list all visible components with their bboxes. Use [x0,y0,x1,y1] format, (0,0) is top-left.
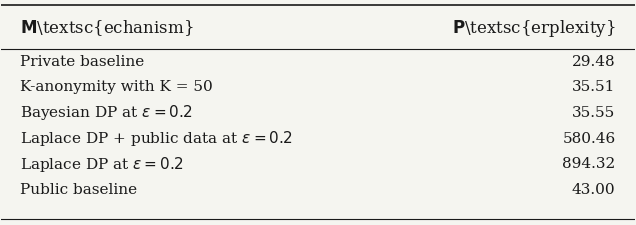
Text: 43.00: 43.00 [572,182,616,196]
Text: Laplace DP at $\epsilon = 0.2$: Laplace DP at $\epsilon = 0.2$ [20,154,184,173]
Text: Bayesian DP at $\epsilon = 0.2$: Bayesian DP at $\epsilon = 0.2$ [20,103,193,122]
Text: Private baseline: Private baseline [20,54,144,68]
Text: 29.48: 29.48 [572,54,616,68]
Text: Laplace DP + public data at $\epsilon = 0.2$: Laplace DP + public data at $\epsilon = … [20,129,293,148]
Text: 35.51: 35.51 [572,80,616,94]
Text: 894.32: 894.32 [562,157,616,171]
Text: 580.46: 580.46 [562,131,616,145]
Text: $\mathbf{P}$\textsc{erplexity}: $\mathbf{P}$\textsc{erplexity} [452,18,616,38]
Text: K-anonymity with K = 50: K-anonymity with K = 50 [20,80,213,94]
Text: 35.55: 35.55 [572,106,616,119]
Text: $\mathbf{M}$\textsc{echanism}: $\mathbf{M}$\textsc{echanism} [20,18,194,38]
Text: Public baseline: Public baseline [20,182,137,196]
